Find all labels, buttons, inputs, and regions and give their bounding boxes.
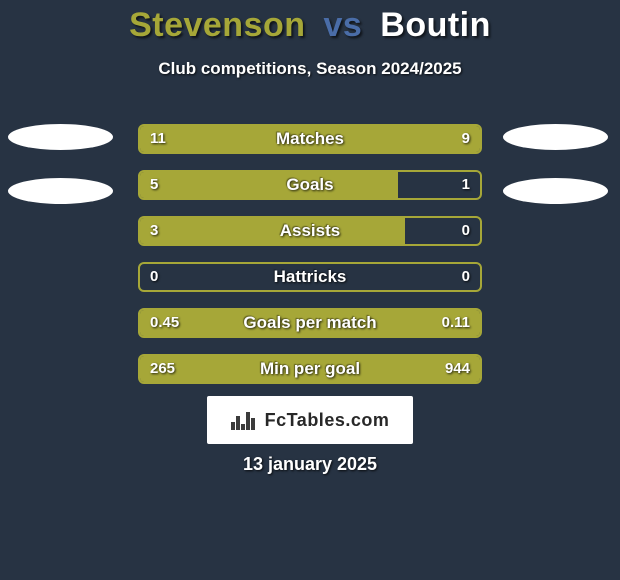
bar-right-fill xyxy=(412,310,480,336)
bar-row: 265944Min per goal xyxy=(138,354,482,384)
bar-right-fill xyxy=(215,356,480,382)
bar-label: Hattricks xyxy=(140,264,480,290)
bar-left-fill xyxy=(140,356,215,382)
bar-row: 0 0Hattricks xyxy=(138,262,482,292)
bar-left-fill xyxy=(140,310,412,336)
player1-name: Stevenson xyxy=(129,6,305,44)
fctables-icon xyxy=(231,410,257,430)
bar-row: 51Goals xyxy=(138,170,482,200)
bar-right-value: 1 xyxy=(452,172,480,198)
bar-left-fill xyxy=(140,172,398,198)
bar-right-value: 0 xyxy=(452,264,480,290)
bar-row: 119Matches xyxy=(138,124,482,154)
brand-icon-bar xyxy=(251,418,255,430)
brand-icon-bar xyxy=(246,412,250,430)
player2-name: Boutin xyxy=(380,6,491,44)
side-ellipse-right xyxy=(503,178,608,204)
fctables-branding: FcTables.com xyxy=(207,396,413,444)
subtitle: Club competitions, Season 2024/2025 xyxy=(0,59,620,79)
bar-left-fill xyxy=(140,126,327,152)
brand-icon-bar xyxy=(236,416,240,430)
side-ellipse-right xyxy=(503,124,608,150)
bar-row: 30Assists xyxy=(138,216,482,246)
bar-left-fill xyxy=(140,218,405,244)
comparison-bars: 119Matches51Goals30Assists00Hattricks0.4… xyxy=(138,124,482,400)
bar-left-value: 0 xyxy=(140,264,168,290)
page-title: Stevenson vs Boutin xyxy=(0,0,620,45)
bar-right-fill xyxy=(327,126,480,152)
brand-icon-bar xyxy=(231,422,235,430)
fctables-label: FcTables.com xyxy=(265,410,390,431)
side-ellipse-left xyxy=(8,178,113,204)
side-ellipse-left xyxy=(8,124,113,150)
stage: Stevenson vs Boutin Club competitions, S… xyxy=(0,0,620,580)
vs-label: vs xyxy=(323,6,362,44)
brand-icon-bar xyxy=(241,424,245,430)
bar-row: 0.450.11Goals per match xyxy=(138,308,482,338)
bar-right-value: 0 xyxy=(452,218,480,244)
date-text: 13 january 2025 xyxy=(0,454,620,475)
